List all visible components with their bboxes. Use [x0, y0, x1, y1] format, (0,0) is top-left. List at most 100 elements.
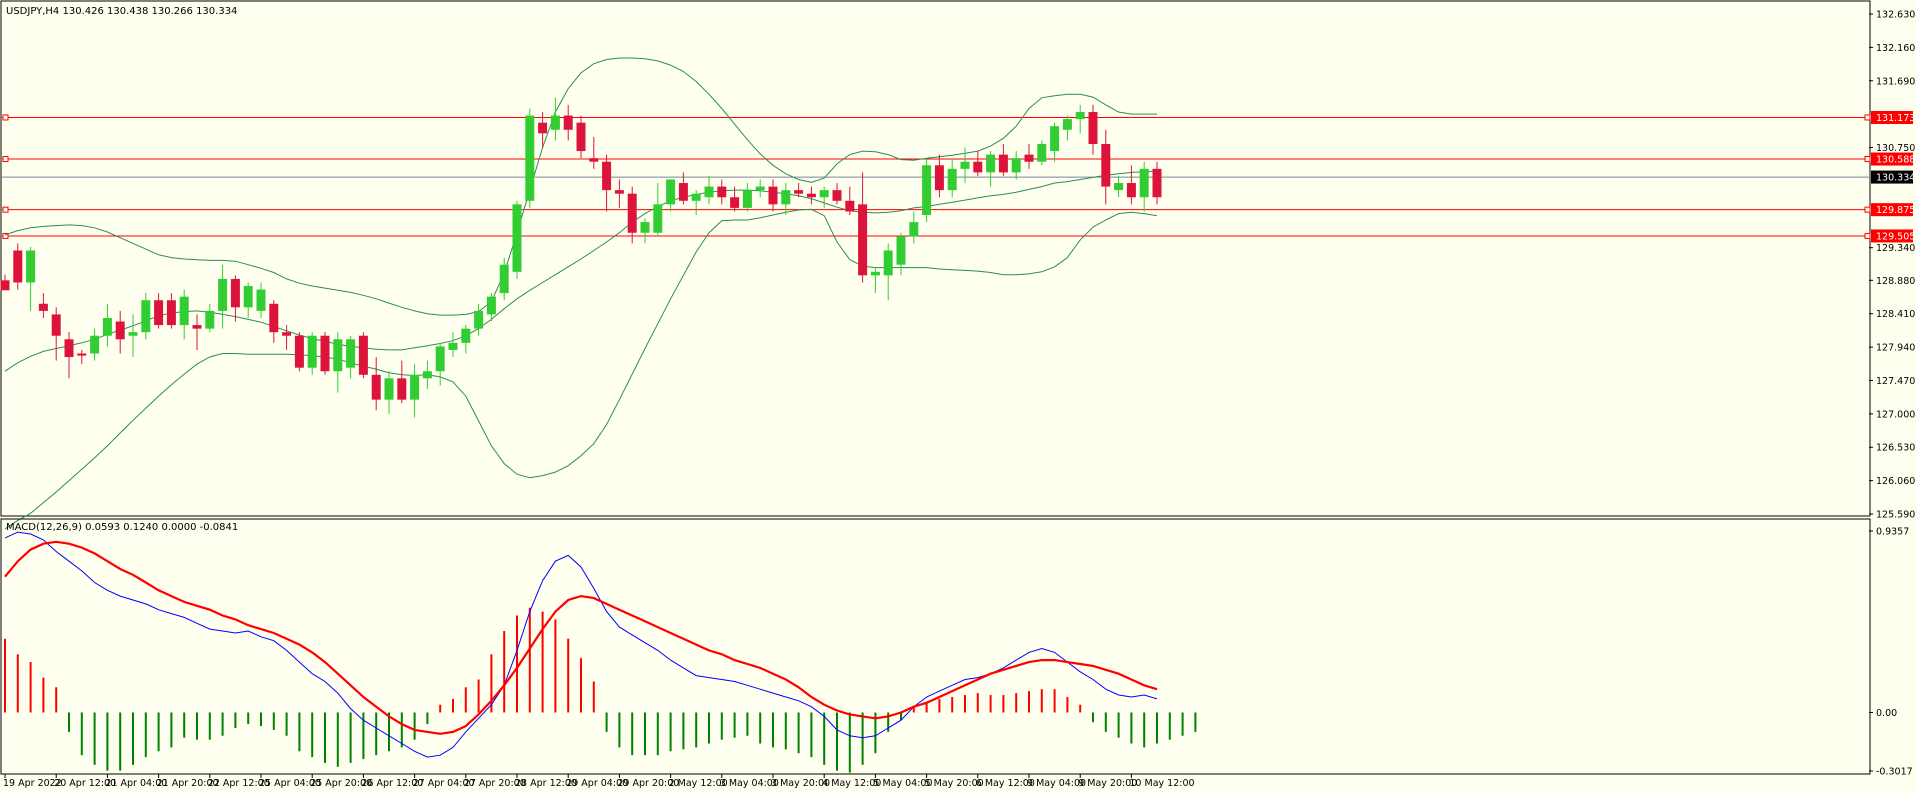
- candle-body: [870, 271, 880, 276]
- candle-body: [358, 335, 368, 375]
- current-price-label: 130.334: [1876, 173, 1915, 184]
- macd-panel-frame: [0, 518, 1871, 775]
- candle-bullish: [128, 314, 138, 358]
- candle-bearish: [1088, 104, 1098, 155]
- candle-body: [1101, 143, 1111, 187]
- time-axis-label: 2 May 12:00: [669, 778, 728, 789]
- candle-bullish: [691, 190, 701, 215]
- candle-bullish: [384, 371, 394, 414]
- candle-bullish: [755, 179, 765, 198]
- time-axis-label: 28 Apr 12:00: [515, 778, 577, 789]
- candle-bearish: [320, 332, 330, 375]
- candle-body: [1062, 119, 1072, 130]
- candle-body: [371, 374, 381, 400]
- macd-panel[interactable]: 0.9357 0.00 -0.3017 MACD(12,26,9) 0.0593 0…: [0, 518, 1913, 778]
- price-axis-label: 127.000: [1876, 409, 1915, 420]
- time-axis-label: 5 May 20:00: [925, 778, 984, 789]
- candle-body: [640, 222, 650, 233]
- candle-body: [128, 332, 138, 336]
- candle-body: [0, 280, 10, 291]
- candle-body: [51, 314, 61, 336]
- candle-bullish: [205, 303, 215, 333]
- candle-bearish: [64, 332, 74, 379]
- candle-body: [346, 339, 356, 368]
- candle-bullish: [883, 243, 893, 301]
- macd-axis-label: 0.9357: [1876, 527, 1909, 538]
- candle-bearish: [806, 186, 816, 205]
- candle-body: [333, 339, 343, 372]
- candle-body: [1024, 154, 1034, 162]
- candle-body: [474, 310, 484, 329]
- candle-body: [384, 378, 394, 400]
- candle-bullish: [102, 303, 112, 347]
- time-axis-label: 10 May 12:00: [1129, 778, 1194, 789]
- candle-bullish: [896, 232, 906, 276]
- candle-body: [909, 222, 919, 237]
- candle-body: [230, 278, 240, 308]
- candle-bullish: [333, 332, 343, 393]
- candle-bullish: [243, 282, 253, 318]
- candle-body: [448, 342, 458, 350]
- candle-bearish: [269, 300, 279, 343]
- candle-bullish: [26, 246, 36, 311]
- candle-bearish: [614, 179, 624, 208]
- candle-body: [512, 204, 522, 272]
- candle-bearish: [858, 172, 868, 283]
- level-price-tag: [1871, 110, 1913, 124]
- candle-body: [960, 161, 970, 169]
- candle-bullish: [1139, 161, 1149, 212]
- level-price-tag: [1871, 203, 1913, 217]
- candle-body: [858, 204, 868, 276]
- time-axis-label: 27 Apr 20:00: [464, 778, 526, 789]
- candle-body: [998, 154, 1008, 173]
- price-axis-label: 125.590: [1876, 510, 1915, 521]
- candle-body: [576, 122, 586, 152]
- candle-body: [819, 190, 829, 198]
- time-axis-label: 9 May 04:00: [1027, 778, 1086, 789]
- candle-body: [602, 161, 612, 191]
- candle-body: [307, 335, 317, 368]
- candle-bullish: [870, 268, 880, 294]
- candle-bullish: [1037, 140, 1047, 166]
- candle-bullish: [410, 364, 420, 418]
- candle-bullish: [1011, 151, 1021, 180]
- candle-body: [1139, 168, 1149, 198]
- candle-bullish: [1050, 122, 1060, 162]
- candle-body: [192, 325, 202, 329]
- candle-bullish: [307, 332, 317, 375]
- candle-bullish: [704, 175, 714, 205]
- level-price-label: 131.173: [1876, 113, 1915, 124]
- candle-body: [1152, 168, 1162, 198]
- level-anchor-handle: [2, 206, 9, 213]
- level-price-label: 130.588: [1876, 155, 1915, 166]
- candle-bearish: [397, 360, 407, 404]
- candle-bearish: [1101, 129, 1111, 205]
- candle-body: [717, 186, 727, 198]
- time-axis-label: 19 Apr 2022: [3, 778, 62, 789]
- current-price-tag: [1871, 170, 1913, 184]
- time-axis-label: 9 May 20:00: [1078, 778, 1137, 789]
- candle-bearish: [358, 332, 368, 379]
- candle-body: [435, 346, 445, 372]
- level-anchor-handle: [1864, 156, 1871, 163]
- candle-bullish: [422, 360, 432, 389]
- candle-body: [166, 300, 176, 326]
- candle-body: [704, 186, 714, 198]
- candle-body: [256, 289, 266, 311]
- time-axis-label: 21 Apr 20:00: [157, 778, 219, 789]
- candle-bearish: [154, 293, 164, 329]
- candle-body: [243, 286, 253, 308]
- price-axis-label: 129.340: [1876, 243, 1915, 254]
- candle-bearish: [1152, 161, 1162, 205]
- time-axis-label: 25 Apr 20:00: [310, 778, 372, 789]
- candle-body: [64, 339, 74, 358]
- candle-bullish: [653, 183, 663, 237]
- candle-body: [1011, 158, 1021, 173]
- time-axis-label: 21 Apr 04:00: [105, 778, 167, 789]
- candle-body: [461, 328, 471, 343]
- level-anchor-handle: [2, 232, 9, 239]
- time-axis-label: 22 Apr 12:00: [208, 778, 270, 789]
- price-panel[interactable]: 131.173 130.588 129.875 129.505 130.334 132.…: [0, 0, 1916, 530]
- candle-body: [154, 300, 164, 326]
